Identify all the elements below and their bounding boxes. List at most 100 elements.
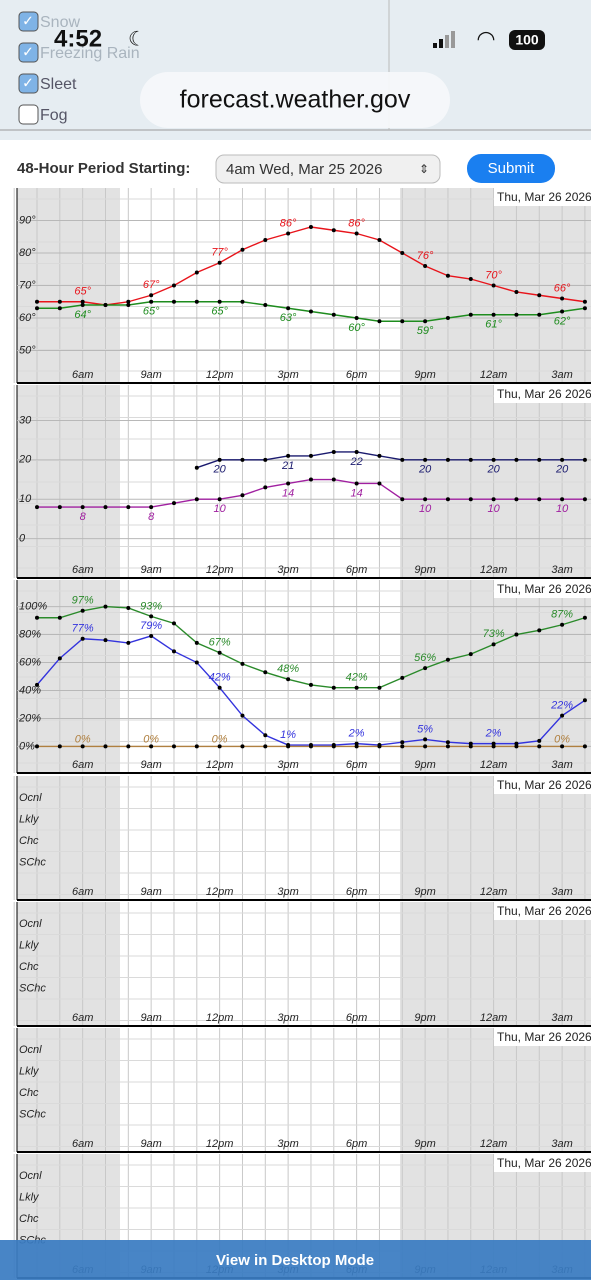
- x-tick-label: 12am: [480, 886, 508, 898]
- moon-icon: ☾: [128, 28, 146, 50]
- data-point: [57, 505, 62, 510]
- address-bar[interactable]: [140, 72, 450, 128]
- url[interactable]: forecast.weather.gov: [180, 86, 411, 114]
- night-shade: [400, 902, 591, 1026]
- data-point: [400, 740, 405, 745]
- data-point: [57, 299, 62, 304]
- data-point: [217, 744, 222, 749]
- period-select[interactable]: [215, 154, 441, 184]
- data-point: [537, 312, 542, 317]
- data-point: [354, 231, 359, 236]
- value-label: 59°: [417, 325, 434, 337]
- x-tick-label: 6pm: [346, 759, 367, 771]
- value-label: 5%: [417, 723, 433, 735]
- data-point: [537, 628, 542, 633]
- data-point: [286, 677, 291, 682]
- checkbox[interactable]: [18, 104, 39, 125]
- level-label: Ocnl: [19, 792, 42, 804]
- value-label: 65°: [211, 306, 228, 318]
- data-point: [354, 685, 359, 690]
- data-point: [217, 260, 222, 265]
- data-point: [331, 744, 336, 749]
- data-point: [194, 640, 199, 645]
- value-label: 21: [281, 460, 294, 472]
- x-tick-label: 9pm: [414, 564, 435, 576]
- value-label: 0%: [212, 733, 228, 745]
- select-arrow[interactable]: ⇕: [419, 162, 429, 176]
- data-point: [514, 497, 519, 502]
- x-tick-label: 6pm: [346, 564, 367, 576]
- data-point: [400, 675, 405, 680]
- y-tick-label: 80°: [19, 247, 36, 259]
- night-shade: [17, 902, 120, 1026]
- data-point: [263, 485, 268, 490]
- x-tick-label: 12pm: [206, 564, 234, 576]
- value-label: 20: [555, 464, 569, 476]
- submit-button[interactable]: [467, 154, 555, 183]
- y-tick-label: 10: [19, 493, 32, 505]
- submit-label[interactable]: Submit: [488, 160, 536, 177]
- value-label: 20: [418, 464, 432, 476]
- data-point: [377, 238, 382, 242]
- data-point: [240, 247, 245, 252]
- data-point: [445, 497, 450, 502]
- data-point: [286, 481, 291, 486]
- x-tick-label: 12pm: [206, 1138, 234, 1150]
- data-point: [537, 744, 542, 749]
- data-point: [491, 457, 496, 462]
- data-point: [80, 636, 85, 641]
- level-label: SChc: [19, 982, 46, 994]
- value-label: 67%: [209, 637, 231, 649]
- panel-header: Thu, Mar 26 2026: [497, 1156, 591, 1170]
- data-point: [149, 744, 154, 749]
- data-point: [537, 293, 542, 298]
- data-point: [331, 228, 336, 233]
- data-point: [423, 264, 428, 268]
- y-tick-label: 60°: [19, 312, 36, 324]
- value-label: 14: [282, 487, 294, 499]
- data-point: [491, 741, 496, 746]
- desktop-mode-label[interactable]: View in Desktop Mode: [216, 1252, 374, 1269]
- signal: [433, 43, 437, 48]
- data-point: [560, 309, 565, 314]
- signal: [439, 39, 443, 48]
- data-point: [582, 698, 587, 703]
- value-label: 70°: [485, 269, 502, 281]
- y-tick-label: 80%: [19, 628, 41, 640]
- desktop-mode-bar[interactable]: [0, 1240, 591, 1280]
- checkbox[interactable]: [18, 11, 39, 32]
- checkbox[interactable]: [18, 73, 39, 94]
- data-point: [354, 744, 359, 749]
- checkbox[interactable]: [18, 42, 39, 63]
- y-tick-label: 70°: [19, 279, 36, 291]
- x-tick-label: 12am: [480, 1138, 508, 1150]
- x-tick-label: 6pm: [346, 886, 367, 898]
- header-bg: [494, 1154, 591, 1172]
- panel-header: Thu, Mar 26 2026: [497, 778, 591, 792]
- data-point: [286, 453, 291, 458]
- signal: [445, 35, 449, 48]
- value-label: 2%: [485, 728, 502, 740]
- x-tick-label: 12pm: [206, 886, 234, 898]
- data-point: [217, 650, 222, 655]
- data-point: [468, 652, 473, 657]
- data-point: [217, 685, 222, 690]
- night-shade: [400, 776, 591, 900]
- x-tick-label: 6am: [72, 759, 93, 771]
- data-point: [423, 737, 428, 742]
- form-label: 48-Hour Period Starting:: [17, 160, 190, 177]
- data-point: [194, 270, 199, 275]
- data-point: [57, 306, 62, 311]
- data-point: [491, 312, 496, 317]
- value-label: 48%: [277, 663, 299, 675]
- data-point: [240, 713, 245, 718]
- value-label: 2%: [348, 728, 365, 740]
- data-point: [514, 744, 519, 749]
- select-value[interactable]: 4am Wed, Mar 25 2026: [226, 161, 382, 178]
- value-label: 0%: [75, 733, 91, 745]
- value-label: 67°: [143, 279, 160, 291]
- data-point: [331, 312, 336, 317]
- data-point: [468, 744, 473, 749]
- x-tick-label: 9pm: [414, 369, 435, 381]
- data-point: [491, 744, 496, 749]
